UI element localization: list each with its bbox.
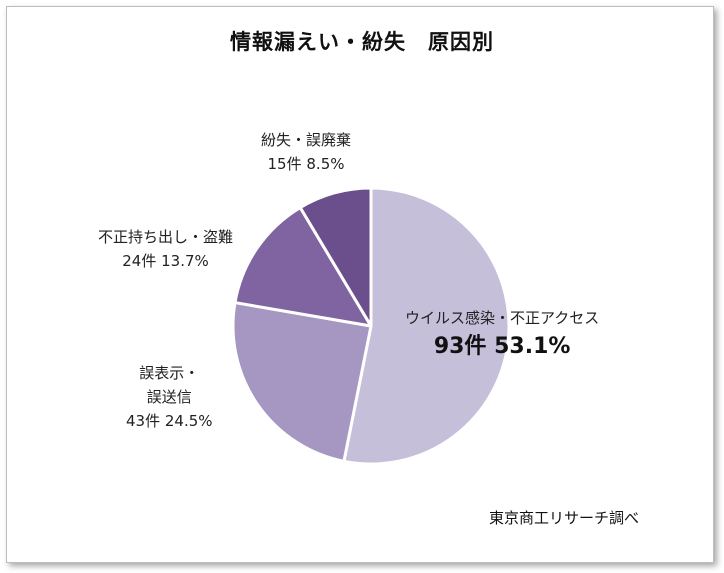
slice-value-label: 15件 8.5%: [261, 152, 351, 176]
slice-value-label: 24件 13.7%: [98, 249, 233, 273]
chart-title: 情報漏えい・紛失 原因別: [230, 30, 494, 54]
pie-slice-theft: [233, 206, 373, 328]
slice-label-text: 誤送信: [146, 388, 192, 406]
slice-count: 43件: [126, 412, 161, 430]
pie-slice-loss: [298, 186, 373, 328]
slice-label-text: 不正持ち出し・盗難: [98, 228, 234, 246]
source-note: 東京商工リサーチ調べ: [489, 509, 640, 527]
slice-count: 93件: [433, 334, 487, 359]
slice-label-text: 紛失・誤廃棄: [261, 131, 352, 149]
slice-count: 15件: [267, 155, 302, 173]
pie-slice-misdelivery: [231, 301, 373, 463]
slice-label-text: ウイルス感染・不正アクセス: [405, 309, 600, 327]
slice-label-loss: 紛失・誤廃棄 15件 8.5%: [261, 128, 351, 176]
slice-percent: 24.5%: [164, 412, 213, 430]
slice-label-virus: ウイルス感染・不正アクセス 93件 53.1%: [405, 306, 599, 364]
slice-label-theft: 不正持ち出し・盗難 24件 13.7%: [98, 225, 233, 273]
slice-percent: 13.7%: [161, 252, 209, 270]
slice-value-label: 93件 53.1%: [405, 330, 599, 364]
slice-value-label: 43件 24.5%: [126, 409, 213, 433]
slice-percent: 8.5%: [306, 155, 345, 173]
slice-label-text: 誤表示・: [139, 364, 200, 382]
slice-count: 24件: [122, 252, 157, 270]
slice-percent: 53.1%: [494, 334, 571, 359]
slice-label-misdelivery: 誤表示・ 誤送信 43件 24.5%: [126, 361, 213, 433]
pie-slice-virus: [342, 186, 511, 466]
